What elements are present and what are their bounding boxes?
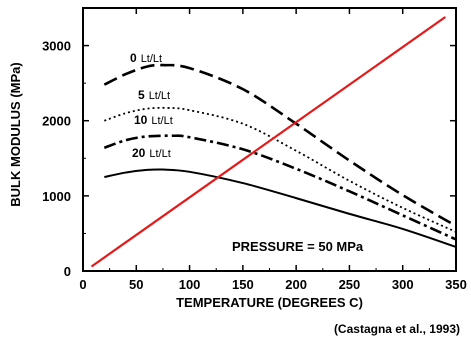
y-tick-label: 3000	[42, 39, 71, 54]
series-label-unit: Lt/Lt	[141, 53, 162, 65]
series-label-unit: Lt/Lt	[151, 115, 172, 127]
axes-frame	[82, 7, 457, 272]
series-label-number: 10	[134, 113, 148, 127]
series-label-3: 20 Lt/Lt	[132, 146, 171, 160]
x-tick-label: 50	[129, 277, 143, 292]
series-label-number: 20	[132, 146, 146, 160]
tick-marks	[82, 8, 457, 272]
pressure-annotation: PRESSURE = 50 MPa	[232, 239, 364, 254]
series-line-0	[103, 63, 457, 228]
x-tick-label: 350	[445, 277, 467, 292]
series-lines	[90, 16, 457, 268]
x-tick-label: 150	[232, 277, 254, 292]
series-label-number: 5	[138, 88, 145, 102]
source-credit: (Castagna et al., 1993)	[334, 322, 460, 336]
series-label-0: 0 Lt/Lt	[130, 51, 162, 65]
x-axis-label: TEMPERATURE (DEGREES C)	[176, 295, 363, 310]
series-line-2	[103, 134, 457, 241]
series-line-3	[104, 168, 457, 248]
x-tick-label: 100	[179, 277, 201, 292]
plot-frame	[82, 7, 457, 272]
y-tick-label: 0	[64, 264, 71, 279]
series-label-number: 0	[130, 51, 137, 65]
y-tick-label: 2000	[42, 114, 71, 129]
y-axis-label: BULK MODULUS (MPa)	[8, 62, 23, 206]
series-line-4	[90, 16, 446, 268]
y-tick-label: 1000	[42, 189, 71, 204]
series-label-unit: Lt/Lt	[149, 148, 170, 160]
x-tick-label: 300	[392, 277, 414, 292]
x-tick-label: 250	[339, 277, 361, 292]
series-label-1: 5 Lt/Lt	[138, 88, 170, 102]
series-label-2: 10 Lt/Lt	[134, 113, 173, 127]
series-label-unit: Lt/Lt	[149, 90, 170, 102]
x-tick-label: 0	[79, 277, 86, 292]
x-tick-label: 200	[285, 277, 307, 292]
